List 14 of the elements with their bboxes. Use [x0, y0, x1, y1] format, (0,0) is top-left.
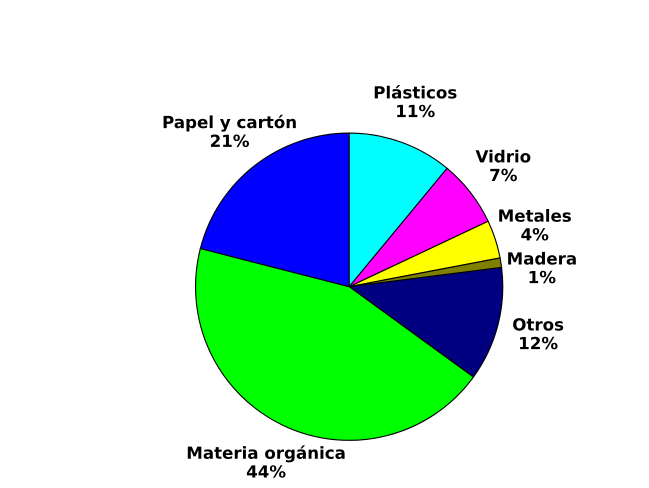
data-label: 44%	[246, 465, 286, 478]
slice-label: Metales	[499, 209, 571, 222]
slice-label: Otros	[513, 318, 564, 331]
data-label: 7%	[490, 168, 517, 182]
data-label: 4%	[521, 228, 548, 241]
slice-label: Papel y cartón	[164, 114, 296, 132]
data-label: 11%	[397, 104, 435, 118]
data-label: 12%	[520, 336, 558, 350]
slice-label: Materia orgánica	[188, 445, 345, 462]
data-label: 1%	[530, 270, 556, 284]
slice-label: Plásticos	[374, 85, 456, 99]
slice-label: Vidrio	[476, 150, 530, 163]
data-label: 21%	[210, 134, 249, 148]
slice-label: Madera	[508, 252, 576, 265]
